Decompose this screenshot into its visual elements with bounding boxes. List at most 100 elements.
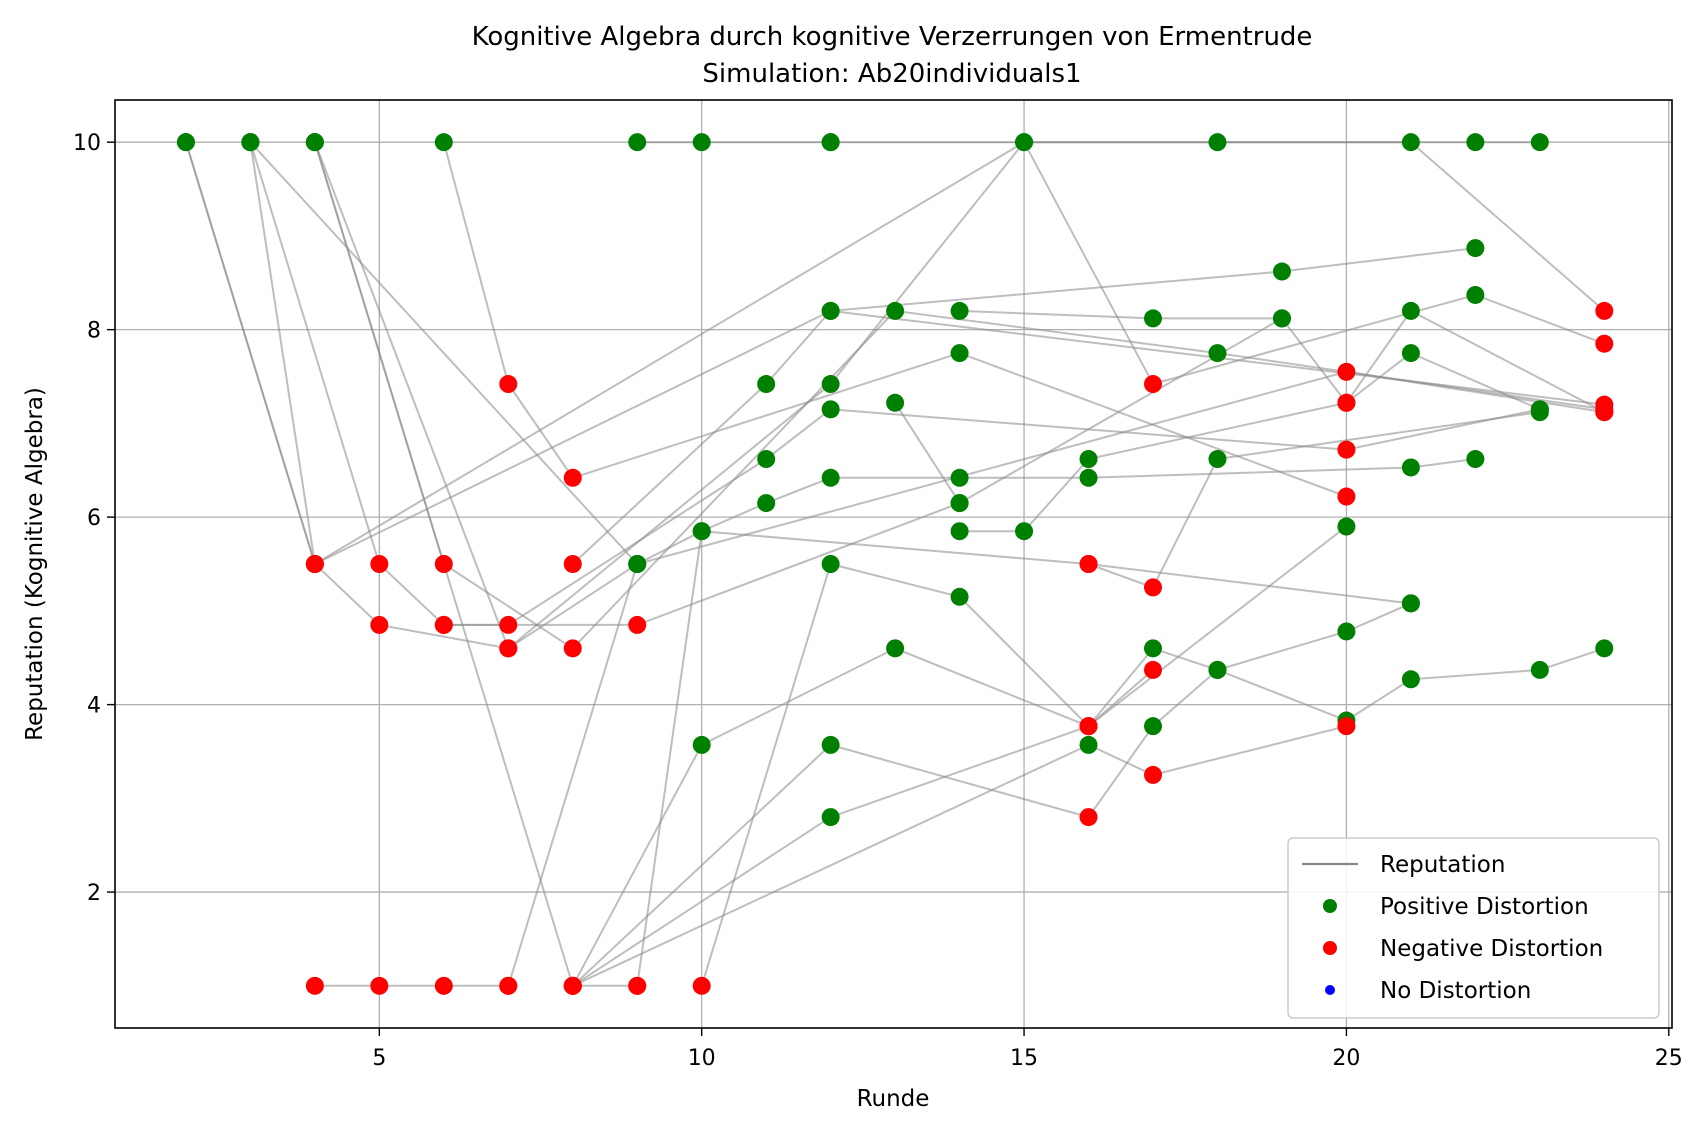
positive-distortion-point: [241, 133, 260, 152]
positive-distortion-point: [950, 587, 969, 606]
positive-distortion-point: [821, 375, 840, 394]
legend-label: No Distortion: [1380, 978, 1531, 1004]
negative-distortion-point: [305, 555, 324, 573]
legend-label: Negative Distortion: [1380, 936, 1603, 962]
positive-distortion-point: [1401, 344, 1420, 363]
negative-distortion-point: [1079, 555, 1098, 573]
negative-distortion-point: [499, 615, 518, 634]
positive-distortion-point: [1208, 450, 1227, 469]
x-tick-label: 15: [1010, 1046, 1038, 1071]
positive-distortion-point: [692, 133, 711, 152]
reputation-line: [1088, 563, 1412, 605]
positive-distortion-point: [1015, 133, 1034, 152]
legend-marker-negative: [1323, 941, 1337, 955]
reputation-line: [959, 351, 1541, 533]
positive-distortion-point: [950, 344, 969, 363]
negative-distortion-point: [1337, 717, 1356, 736]
positive-distortion-point: [305, 133, 324, 152]
negative-distortion-point: [1337, 487, 1356, 506]
positive-distortion-point: [821, 400, 840, 419]
positive-distortion-point: [1272, 262, 1291, 281]
legend-marker-none: [1325, 985, 1335, 995]
positive-distortion-point: [1144, 309, 1162, 328]
positive-distortion-point: [1401, 458, 1420, 477]
positive-distortion-point: [1466, 133, 1485, 152]
positive-distortion-point: [757, 494, 776, 513]
positive-distortion-point: [950, 522, 969, 541]
positive-distortion-point: [176, 133, 195, 152]
positive-distortion-point: [692, 522, 711, 541]
negative-distortion-point: [1595, 400, 1614, 419]
negative-distortion-point: [1337, 362, 1356, 381]
y-tick-label: 2: [87, 881, 101, 906]
y-tick-label: 4: [87, 694, 101, 719]
y-tick-label: 8: [87, 319, 101, 344]
reputation-line: [894, 402, 961, 504]
negative-distortion-point: [370, 976, 389, 995]
positive-distortion-point: [821, 468, 840, 487]
series-points: [176, 133, 1614, 995]
positive-distortion-point: [1530, 133, 1549, 152]
negative-distortion-point: [1337, 440, 1356, 459]
negative-distortion-point: [370, 555, 389, 573]
negative-distortion-point: [628, 976, 647, 995]
negative-distortion-point: [499, 639, 518, 658]
x-tick-label: 5: [372, 1046, 386, 1071]
negative-distortion-point: [1595, 334, 1614, 353]
positive-distortion-point: [1079, 450, 1098, 469]
positive-distortion-point: [1144, 639, 1162, 658]
positive-distortion-point: [821, 808, 840, 827]
legend-label: Reputation: [1380, 852, 1505, 878]
chart-title: Kognitive Algebra durch kognitive Verzer…: [472, 22, 1313, 52]
legend-label: Positive Distortion: [1380, 894, 1589, 920]
positive-distortion-point: [1595, 639, 1614, 658]
positive-distortion-point: [1530, 660, 1549, 679]
negative-distortion-point: [692, 976, 711, 995]
positive-distortion-point: [821, 735, 840, 754]
negative-distortion-point: [1144, 660, 1162, 679]
reputation-line: [572, 725, 1347, 987]
positive-distortion-point: [1208, 660, 1227, 679]
legend: Reputation Positive Distortion Negative Di…: [1287, 837, 1660, 1019]
legend-box: [1287, 837, 1660, 1019]
positive-distortion-point: [1466, 239, 1485, 258]
positive-distortion-point: [1337, 622, 1356, 641]
y-tick-label: 10: [73, 131, 101, 156]
x-axis-ticks: 5 10 15 20 25: [372, 1028, 1683, 1071]
negative-distortion-point: [1144, 765, 1162, 784]
y-tick-label: 6: [87, 506, 101, 531]
plot-frame: [114, 99, 1673, 1029]
positive-distortion-point: [950, 494, 969, 513]
x-axis-label: Runde: [857, 1086, 930, 1112]
negative-distortion-point: [1144, 375, 1162, 394]
negative-distortion-point: [563, 468, 582, 487]
positive-distortion-point: [886, 639, 905, 658]
negative-distortion-point: [499, 375, 518, 394]
positive-distortion-point: [1401, 594, 1420, 613]
positive-distortion-point: [886, 301, 905, 320]
chart-subtitle: Simulation: Ab20individuals1: [702, 59, 1081, 89]
negative-distortion-point: [1595, 301, 1614, 320]
x-tick-label: 10: [688, 1046, 716, 1071]
negative-distortion-point: [434, 555, 453, 573]
reputation-line: [443, 408, 1541, 626]
positive-distortion-point: [886, 393, 905, 412]
positive-distortion-point: [434, 133, 453, 152]
positive-distortion-point: [692, 735, 711, 754]
positive-distortion-point: [1337, 517, 1356, 536]
positive-distortion-point: [1208, 344, 1227, 363]
positive-distortion-point: [757, 375, 776, 394]
positive-distortion-point: [757, 450, 776, 469]
positive-distortion-point: [950, 468, 969, 487]
positive-distortion-point: [821, 555, 840, 573]
negative-distortion-point: [563, 555, 582, 573]
positive-distortion-point: [1079, 735, 1098, 754]
negative-distortion-point: [434, 976, 453, 995]
positive-distortion-point: [1530, 400, 1549, 419]
positive-distortion-point: [1015, 522, 1034, 541]
negative-distortion-point: [1079, 808, 1098, 827]
x-tick-label: 20: [1332, 1046, 1360, 1071]
reputation-line: [636, 458, 1476, 986]
positive-distortion-point: [1208, 133, 1227, 152]
